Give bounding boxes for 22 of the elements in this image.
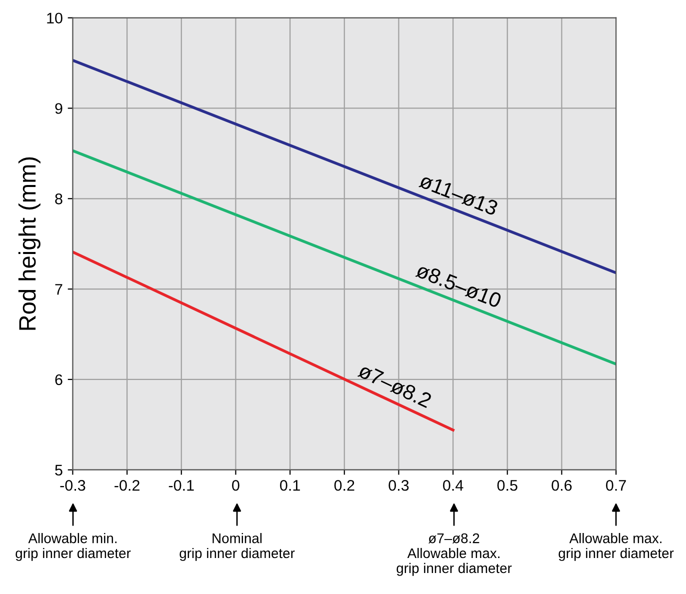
y-tick-label: 6 [55,374,62,386]
text: Nominal grip inner diameter [180,533,295,561]
x-tick-label: 0.4 [443,480,464,491]
x-tick-label: 0.2 [334,480,354,491]
y-tick-label: 8 [55,194,62,204]
y-tick-label: 10 [47,12,62,24]
x-tick-label: -0.2 [114,480,140,491]
text: Allowable min. grip inner diameter [16,533,131,561]
y-tick-label: 9 [55,103,62,114]
x-tick-label: 0 [232,480,240,491]
x-tick-label: 0.5 [497,480,518,491]
y-tick-label: 5 [55,464,62,476]
y-axis-title: Rod height (mm) [18,157,40,330]
text: ø7–ø8.2 Allowable max. grip inner diameter [396,533,512,576]
text: Allowable max. grip inner diameter [558,533,674,561]
x-tick-label: -0.1 [168,480,194,491]
x-tick-label: 0.1 [280,480,300,491]
x-tick-label: -0.3 [60,480,86,491]
x-tick-label: 0.7 [606,480,626,491]
x-tick-label: 0.3 [388,480,409,491]
y-tick-label: 7 [55,284,62,295]
x-tick-label: 0.6 [552,480,572,491]
